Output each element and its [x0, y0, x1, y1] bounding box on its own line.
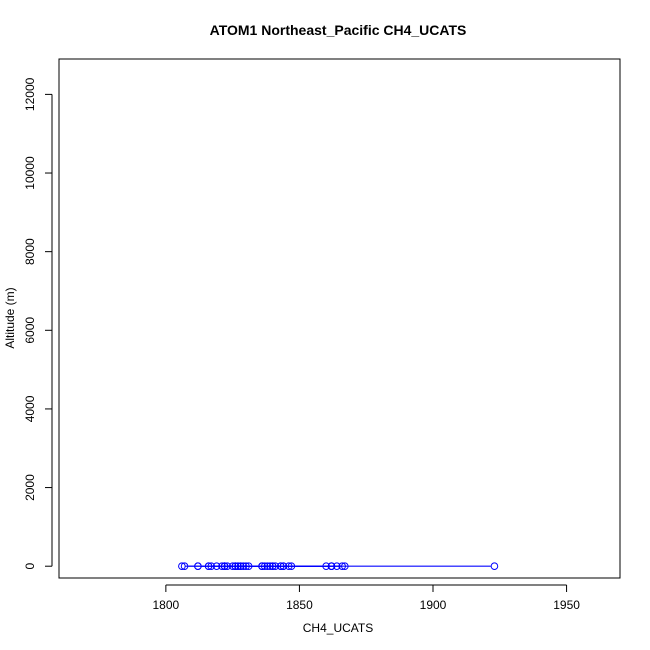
- data-point-10: [242, 562, 250, 571]
- x-axis-label: CH4_UCATS: [303, 621, 373, 635]
- y-tick-label-6: 12000: [23, 77, 37, 111]
- data-point-12: [212, 562, 221, 571]
- data-point-43: [231, 562, 240, 571]
- y-tick-label-3: 6000: [23, 317, 37, 344]
- y-tick-label-4: 8000: [23, 238, 37, 265]
- data-point-23: [180, 562, 189, 571]
- data-point-26: [228, 562, 237, 571]
- data-point-1: [218, 562, 226, 571]
- data-point-35: [258, 562, 266, 571]
- y-axis: 0 2000 4000 6000 8000 10000 12000: [23, 77, 53, 570]
- data-point-39: [271, 562, 280, 571]
- data-point-17: [260, 562, 269, 571]
- data-point-33: [279, 562, 288, 571]
- data-point-14: [276, 562, 285, 571]
- plot-frame: [58, 58, 621, 579]
- data-point-44: [223, 562, 232, 571]
- data-point-9: [490, 562, 499, 571]
- data-point-40: [338, 562, 346, 571]
- data-point-41: [268, 562, 277, 571]
- x-tick-label-0: 1800: [153, 598, 180, 612]
- y-tick-label-0: 0: [23, 563, 37, 570]
- data-point-46: [220, 562, 229, 571]
- data-point-6: [322, 562, 330, 571]
- y-axis-label: Altitude (m): [3, 287, 17, 348]
- data-point-32: [178, 562, 186, 571]
- data-point-21: [207, 562, 216, 571]
- data-point-34: [333, 562, 341, 571]
- data-point-20: [266, 562, 274, 571]
- data-point-37: [234, 562, 242, 571]
- data-point-22: [204, 562, 213, 571]
- data-point-19: [263, 562, 272, 571]
- data-point-45: [236, 562, 245, 571]
- data-point-47: [244, 562, 253, 571]
- y-tick-label-1: 2000: [23, 474, 37, 501]
- data-point-18: [194, 562, 202, 571]
- series-layer: [178, 562, 499, 571]
- data-point-30: [284, 562, 293, 571]
- data-point-36: [341, 562, 349, 571]
- x-tick-label-2: 1900: [420, 598, 447, 612]
- data-point-16: [287, 562, 296, 571]
- x-tick-label-1: 1850: [286, 598, 313, 612]
- x-tick-label-3: 1950: [553, 598, 580, 612]
- data-point-42: [327, 562, 336, 571]
- series-0-points: [178, 562, 499, 571]
- chart-title: ATOM1 Northeast_Pacific CH4_UCATS: [210, 22, 467, 38]
- y-tick-label-5: 10000: [23, 156, 37, 190]
- x-axis: 1800 1850 1900 1950: [153, 584, 580, 612]
- y-tick-label-2: 4000: [23, 395, 37, 422]
- data-point-25: [239, 562, 248, 571]
